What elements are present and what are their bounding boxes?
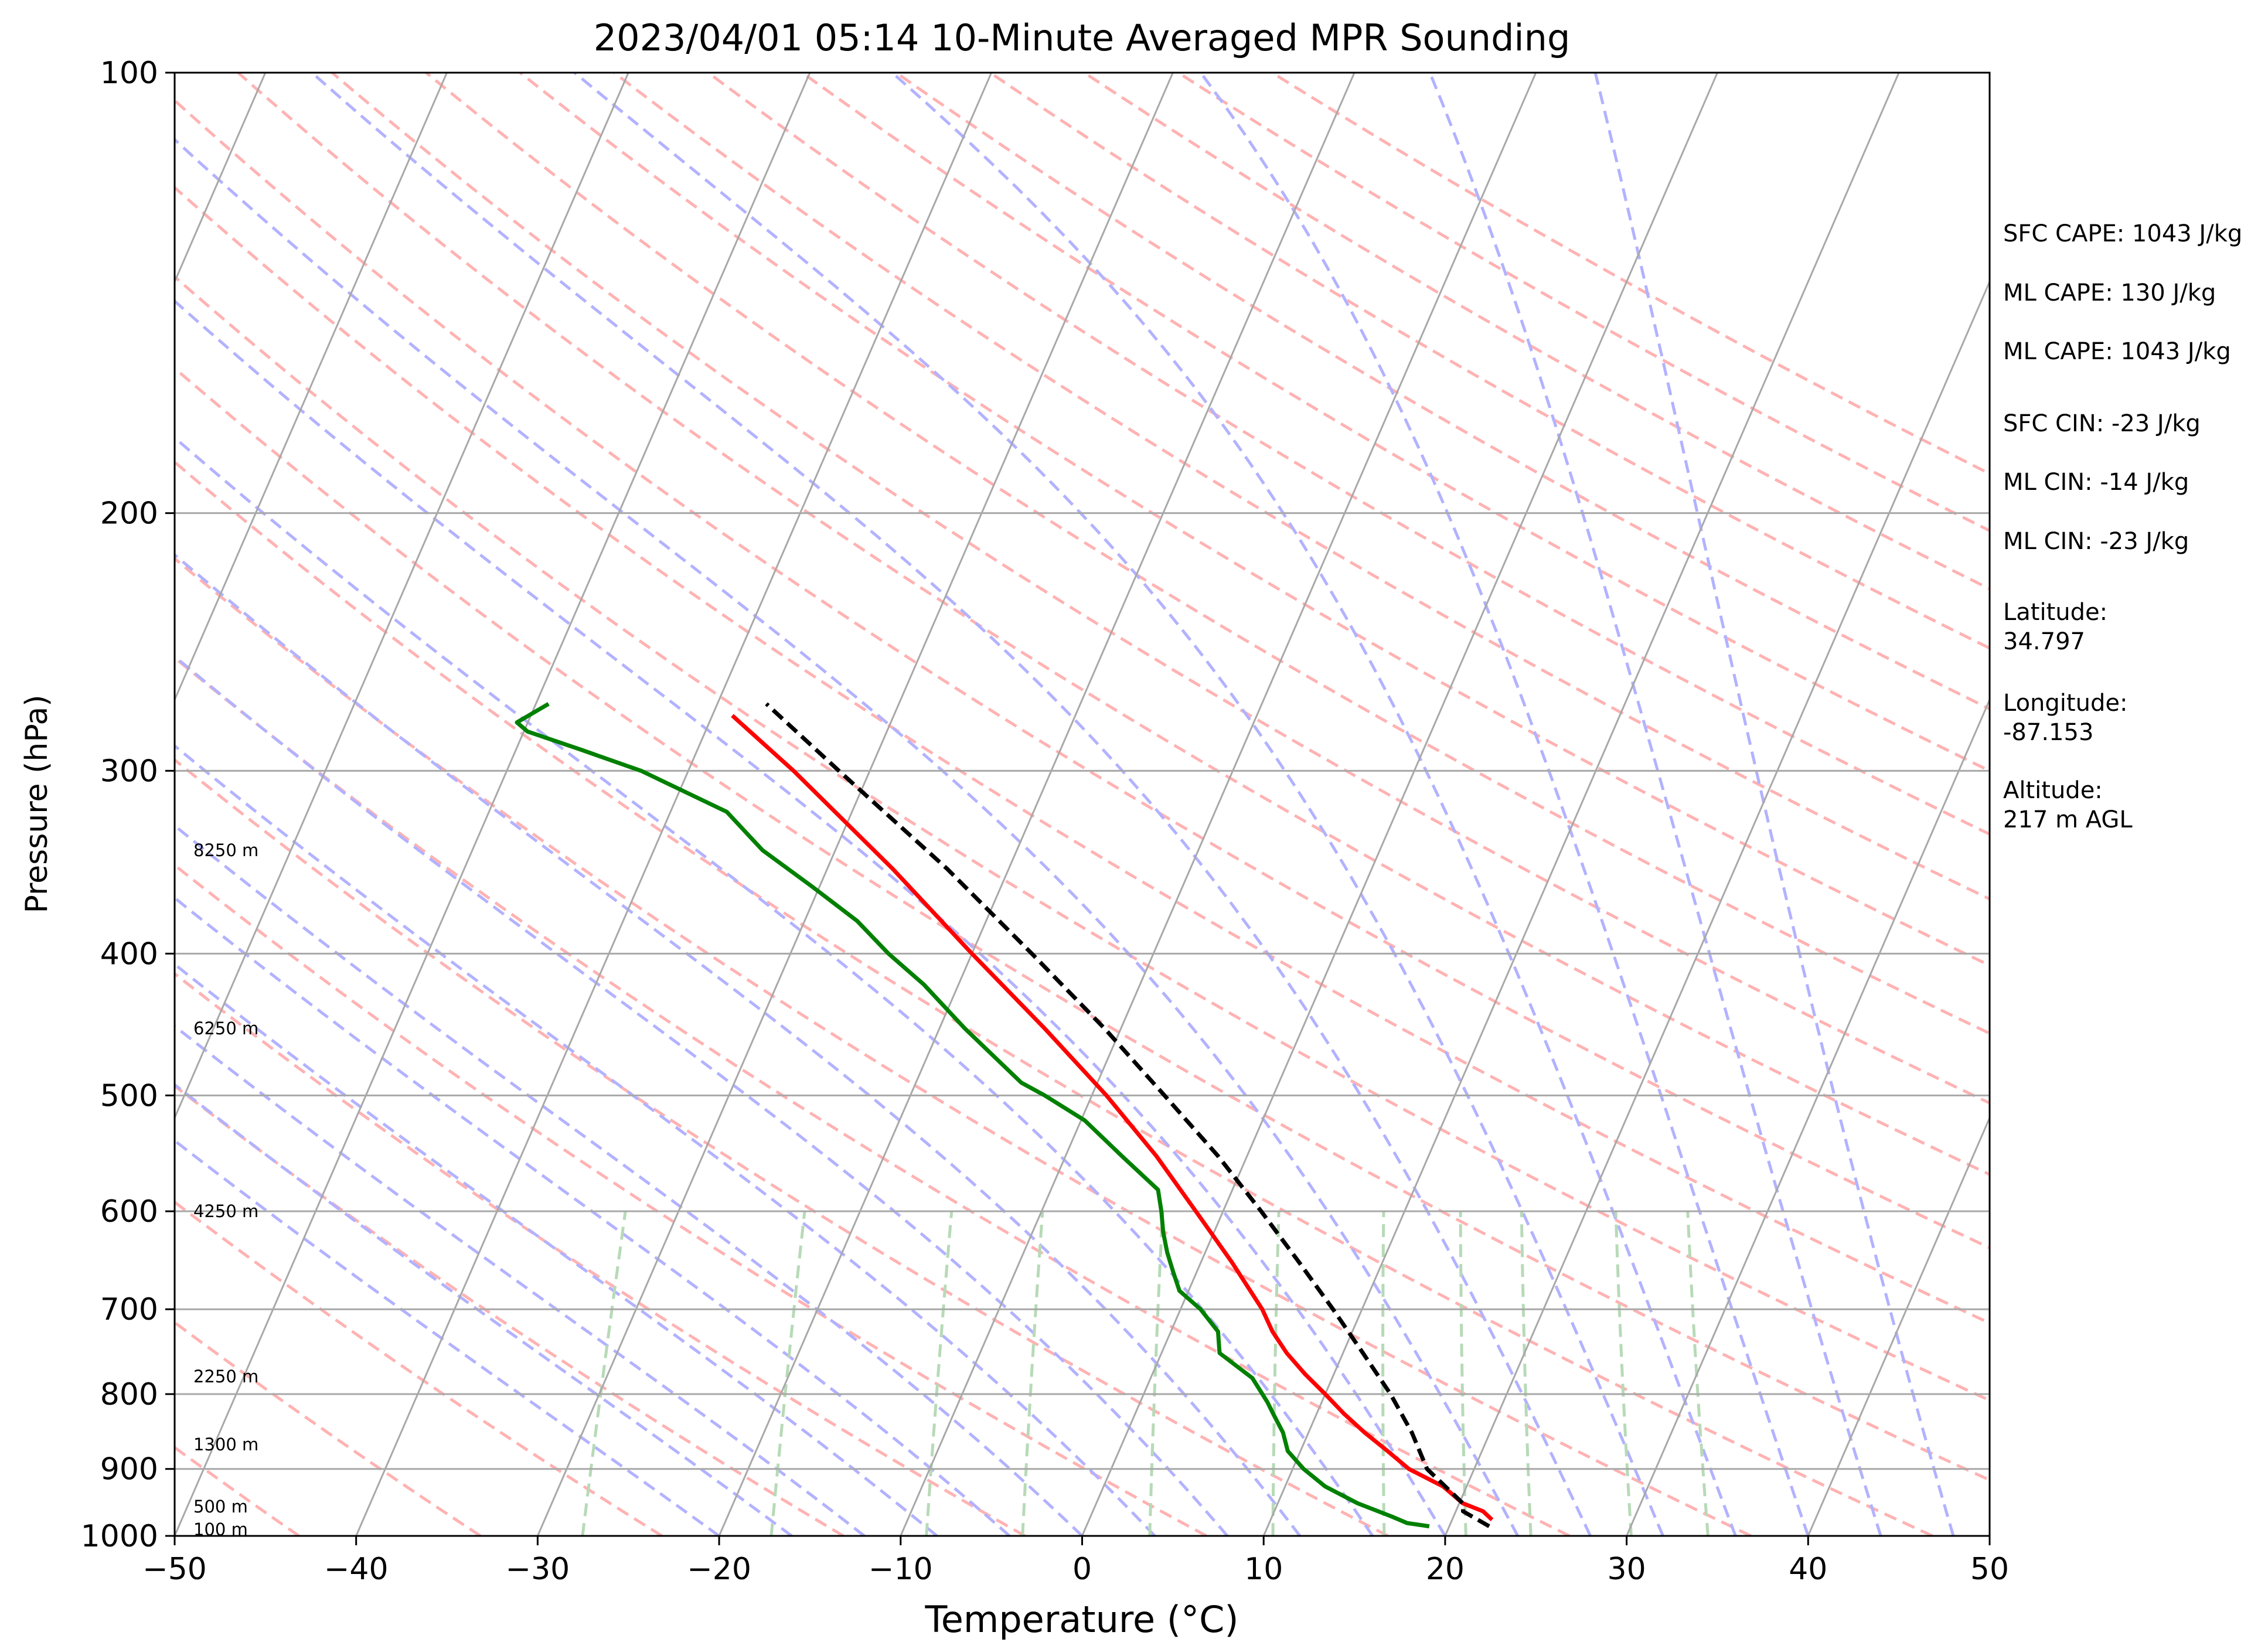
info-panel-line: Altitude: xyxy=(2003,777,2103,804)
y-tick-label: 400 xyxy=(100,936,158,972)
dry-adiabat xyxy=(0,73,481,1536)
x-tick-label: −50 xyxy=(142,1552,207,1587)
mixing-ratio-line xyxy=(1023,1211,1043,1536)
height-label: 500 m xyxy=(193,1497,248,1517)
moist-adiabat xyxy=(0,73,1445,1536)
dry-adiabat xyxy=(0,73,1207,1536)
y-tick-label: 100 xyxy=(100,56,158,91)
parcel-line xyxy=(767,704,1489,1527)
plot-frame xyxy=(175,73,1990,1536)
isotherm xyxy=(1445,73,2080,1536)
x-tick-label: 50 xyxy=(1970,1552,2009,1587)
moist-adiabat xyxy=(892,73,1735,1536)
y-tick-label: 300 xyxy=(100,754,158,789)
height-label: 100 m xyxy=(193,1519,248,1539)
temperature-line xyxy=(733,716,1493,1520)
isotherm xyxy=(537,73,1173,1536)
y-tick-label: 200 xyxy=(100,496,158,532)
x-tick-label: −40 xyxy=(324,1552,389,1587)
isotherm xyxy=(356,73,992,1536)
mixing-ratio-line xyxy=(1460,1211,1466,1536)
dry-adiabat xyxy=(426,73,2268,1536)
mixing-ratio-line xyxy=(1616,1211,1631,1536)
y-tick-label: 900 xyxy=(100,1452,158,1487)
x-axis-label: Temperature (°C) xyxy=(924,1598,1238,1641)
info-panel-line: Latitude: xyxy=(2003,599,2107,626)
isotherm xyxy=(1264,73,1899,1536)
x-tick-label: −20 xyxy=(687,1552,751,1587)
moist-adiabat xyxy=(104,73,1518,1536)
mixing-ratio-line xyxy=(927,1211,952,1536)
info-panel-line: 34.797 xyxy=(2003,628,2085,655)
info-panel-line: -87.153 xyxy=(2003,719,2093,746)
dry-adiabat xyxy=(0,73,1388,1536)
x-tick-label: 40 xyxy=(1789,1552,1827,1587)
y-tick-label: 700 xyxy=(100,1292,158,1327)
y-tick-label: 800 xyxy=(100,1377,158,1412)
dry-adiabat xyxy=(238,73,2268,1536)
x-tick-label: 0 xyxy=(1072,1552,1092,1587)
moist-adiabat xyxy=(0,73,1373,1536)
y-tick-label: 600 xyxy=(100,1194,158,1229)
y-axis-label: Pressure (hPa) xyxy=(19,695,55,914)
x-tick-label: 10 xyxy=(1244,1552,1283,1587)
isotherm xyxy=(0,73,447,1536)
height-label: 6250 m xyxy=(193,1018,258,1038)
info-panel-line: SFC CAPE: 1043 J/kg xyxy=(2003,220,2242,247)
moist-adiabat xyxy=(0,73,1155,1536)
height-label: 1300 m xyxy=(193,1435,258,1454)
dry-adiabat xyxy=(0,73,662,1536)
moist-adiabat xyxy=(1430,73,1881,1536)
x-tick-label: −30 xyxy=(506,1552,570,1587)
height-label: 4250 m xyxy=(193,1201,258,1221)
x-tick-label: 30 xyxy=(1608,1552,1646,1587)
chart-title: 2023/04/01 05:14 10-Minute Averaged MPR … xyxy=(594,16,1571,59)
info-panel-line: ML CAPE: 1043 J/kg xyxy=(2003,338,2231,365)
mixing-ratio-line xyxy=(1273,1211,1279,1536)
isotherm xyxy=(1082,73,1718,1536)
moist-adiabat xyxy=(1201,73,1809,1536)
y-tick-label: 500 xyxy=(100,1078,158,1113)
info-panel-line: ML CIN: -14 J/kg xyxy=(2003,469,2189,496)
moist-adiabat xyxy=(1595,73,1953,1536)
mixing-ratio-line xyxy=(583,1211,625,1536)
info-panel-line: SFC CIN: -23 J/kg xyxy=(2003,410,2201,437)
height-label: 8250 m xyxy=(193,840,258,860)
x-tick-label: 20 xyxy=(1426,1552,1465,1587)
info-panel-line: ML CAPE: 130 J/kg xyxy=(2003,280,2216,306)
info-panel-line: Longitude: xyxy=(2003,690,2127,717)
isotherm xyxy=(0,73,628,1536)
height-label: 2250 m xyxy=(193,1367,258,1386)
info-panel-line: 217 m AGL xyxy=(2003,806,2133,833)
info-panel-line: ML CIN: -23 J/kg xyxy=(2003,528,2189,555)
x-tick-label: −10 xyxy=(869,1552,933,1587)
moist-adiabat xyxy=(0,73,1227,1536)
mixing-ratio-line xyxy=(1521,1211,1531,1536)
y-tick-label: 1000 xyxy=(81,1519,158,1554)
